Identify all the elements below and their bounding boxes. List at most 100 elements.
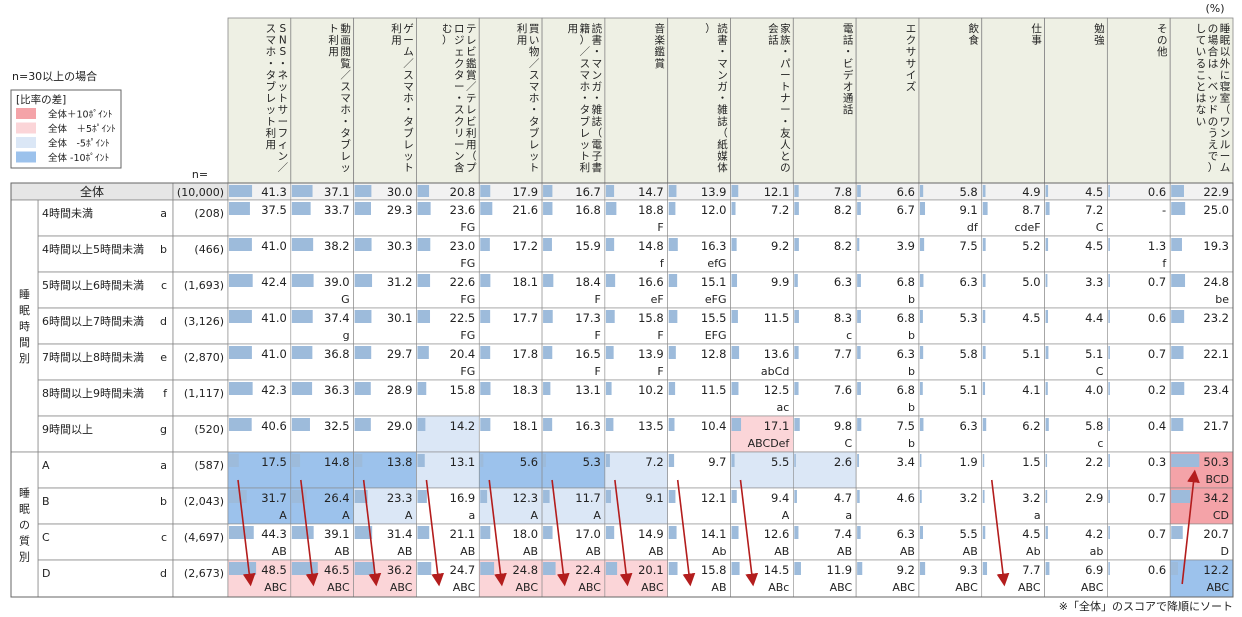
value-bar xyxy=(229,418,252,431)
column-header-char: 楽 xyxy=(654,34,665,47)
value-label: 4.7 xyxy=(834,491,852,505)
column-header-char: 食 xyxy=(969,34,980,47)
value-bar xyxy=(417,454,425,467)
value-bar xyxy=(1171,202,1186,215)
value-label: 18.1 xyxy=(512,275,538,289)
cell-bg xyxy=(1107,307,1171,345)
value-bar xyxy=(982,310,986,323)
legend: [比率の差] 全体＋10ﾎﾟｲﾝﾄ 全体 ＋5ﾎﾟｲﾝﾄ 全体 -5ﾎﾟｲﾝﾄ 全体 … xyxy=(10,89,122,169)
n-value: (1,693) xyxy=(184,279,224,292)
value-bar xyxy=(731,185,739,197)
cell-bg xyxy=(1107,235,1171,273)
value-bar xyxy=(480,418,491,431)
value-label: 6.8 xyxy=(897,311,915,325)
value-bar xyxy=(291,418,310,431)
column-header-char: の xyxy=(1208,116,1219,128)
value-label: 6.3 xyxy=(897,347,915,361)
value-label: 41.3 xyxy=(261,185,287,199)
value-label: 31.4 xyxy=(387,527,413,541)
column-header-char: ー xyxy=(454,139,465,151)
value-label: 5.1 xyxy=(1022,347,1040,361)
value-label: 6.7 xyxy=(897,203,915,217)
column-header-char: ス xyxy=(454,104,465,116)
row-code: b xyxy=(160,495,167,508)
n-value: (3,126) xyxy=(184,315,224,328)
column-header-char: 鑑 xyxy=(466,57,477,70)
n-value: (2,043) xyxy=(184,495,224,508)
value-bar xyxy=(605,346,614,359)
cell-bg xyxy=(730,523,794,561)
row-label: 6時間以上7時間未満 xyxy=(42,315,144,328)
column-header-char: （ xyxy=(1220,104,1231,116)
cell-bg xyxy=(541,415,606,453)
value-bar xyxy=(480,202,493,215)
column-header-char: ／ xyxy=(278,162,289,174)
value-label: 14.5 xyxy=(764,563,790,577)
value-bar xyxy=(1108,454,1110,467)
value-label: 15.8 xyxy=(450,383,476,397)
cell-bg xyxy=(855,235,920,273)
cell-bg xyxy=(604,487,668,525)
value-bar xyxy=(982,185,986,197)
value-label: 37.5 xyxy=(261,203,287,217)
value-label: 36.2 xyxy=(387,563,413,577)
cell-bg xyxy=(730,199,794,237)
value-bar xyxy=(229,310,252,323)
sample-note: n=30以上の場合 xyxy=(12,69,97,83)
significance-label: ac xyxy=(777,401,790,414)
value-bar xyxy=(857,526,861,539)
value-bar xyxy=(1108,346,1110,359)
value-bar xyxy=(982,454,985,467)
value-bar xyxy=(354,185,372,197)
value-label: 8.2 xyxy=(834,239,852,253)
trend-arrow-down xyxy=(237,479,256,587)
value-bar xyxy=(291,274,314,287)
row-code: f xyxy=(163,387,168,400)
value-bar xyxy=(229,346,252,359)
value-label: 6.3 xyxy=(959,419,977,433)
value-label: 18.4 xyxy=(575,275,601,289)
value-bar xyxy=(1171,418,1184,431)
value-bar xyxy=(857,562,863,575)
value-label: 8.2 xyxy=(834,203,852,217)
significance-label: C xyxy=(844,437,852,450)
significance-label: eF xyxy=(651,293,664,306)
value-bar xyxy=(731,490,737,503)
value-bar xyxy=(354,346,372,359)
row-label-bg xyxy=(37,415,174,453)
value-bar xyxy=(1045,382,1048,395)
value-bar xyxy=(417,202,431,215)
column-header-char: ト xyxy=(580,151,591,163)
value-bar xyxy=(229,274,253,287)
significance-label: cdeF xyxy=(1014,221,1040,234)
trend-arrow-down xyxy=(425,479,445,587)
column-header-char: ッ xyxy=(340,162,351,174)
significance-label: F xyxy=(657,221,663,234)
column-header-char: で xyxy=(1208,151,1219,163)
cell-bg xyxy=(416,487,480,525)
column-header-char: 用 xyxy=(568,23,579,35)
value-bar xyxy=(605,238,615,251)
column-header-char: 利 xyxy=(391,23,402,35)
significance-label: CD xyxy=(1213,509,1229,522)
value-label: 9.1 xyxy=(645,491,663,505)
column-header-bg xyxy=(1169,17,1234,184)
cell-bg xyxy=(667,307,731,345)
column-header-char: エ xyxy=(906,23,917,35)
significance-label: AB xyxy=(272,545,287,558)
value-label: 46.5 xyxy=(324,563,350,577)
significance-label: FG xyxy=(460,365,475,378)
value-bar xyxy=(982,490,985,503)
value-label: 2.9 xyxy=(1085,491,1103,505)
value-label: 21.6 xyxy=(512,203,538,217)
value-label: 18.1 xyxy=(512,419,538,433)
column-header-char: 誌 xyxy=(592,115,603,128)
value-bar xyxy=(543,346,553,359)
value-bar xyxy=(605,185,615,197)
column-header-char: ） xyxy=(1208,162,1219,174)
value-bar xyxy=(857,418,862,431)
value-label: 9.1 xyxy=(959,203,977,217)
value-bar xyxy=(919,418,924,431)
significance-label: F xyxy=(595,365,601,378)
column-header-char: ド xyxy=(1208,104,1219,116)
